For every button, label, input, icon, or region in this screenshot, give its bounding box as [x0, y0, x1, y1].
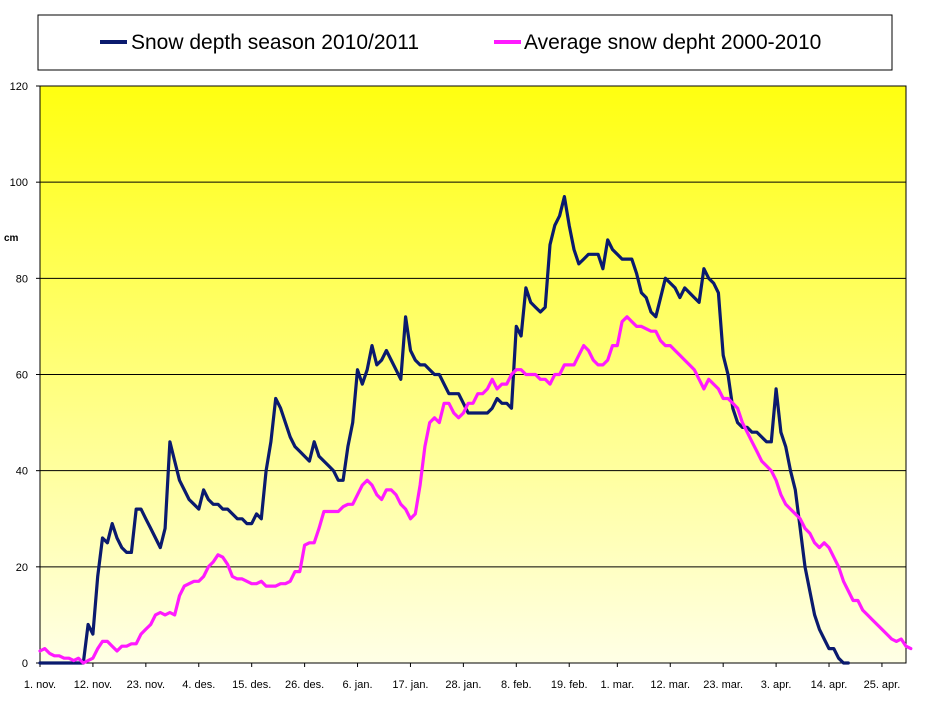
y-tick-label: 60: [16, 370, 28, 382]
y-tick-label: 20: [16, 562, 28, 574]
x-tick-label: 28. jan.: [445, 679, 481, 691]
x-tick-label: 1. mar.: [601, 679, 635, 691]
x-tick-label: 26. des.: [285, 679, 324, 691]
x-tick-label: 17. jan.: [392, 679, 428, 691]
x-tick-label: 14. apr.: [811, 679, 848, 691]
y-axis-title: cm: [4, 233, 19, 244]
x-tick-label: 4. des.: [182, 679, 215, 691]
x-axis: 1. nov. 12. nov. 23. nov. 4. des. 15. des. 26…: [24, 663, 900, 691]
x-tick-label: 3. apr.: [761, 679, 792, 691]
x-tick-label: 23. mar.: [703, 679, 743, 691]
y-tick-label: 100: [10, 177, 28, 189]
y-tick-label: 40: [16, 466, 28, 478]
x-tick-label: 15. des.: [232, 679, 271, 691]
y-tick-label: 80: [16, 273, 28, 285]
x-tick-label: 25. apr.: [864, 679, 901, 691]
gridlines: [40, 181, 906, 568]
y-tick-label: 0: [22, 658, 28, 670]
legend-label-snow-depth: Snow depth season 2010/2011: [131, 31, 419, 54]
legend-label-average: Average snow depht 2000-2010: [524, 31, 821, 54]
x-tick-label: 8. feb.: [501, 679, 532, 691]
x-tick-label: 1. nov.: [24, 679, 56, 691]
y-axis: 0 20 40 60 80 100 120: [10, 81, 40, 670]
series-line-snow-depth: [38, 195, 850, 665]
x-tick-label: 19. feb.: [551, 679, 588, 691]
x-tick-label: 6. jan.: [343, 679, 373, 691]
legend: Snow depth season 2010/2011 Average snow…: [37, 14, 893, 71]
x-tick-label: 12. mar.: [650, 679, 690, 691]
x-tick-label: 12. nov.: [74, 679, 112, 691]
y-tick-label: 120: [10, 81, 28, 93]
series-line-average: [38, 315, 913, 665]
x-tick-label: 23. nov.: [127, 679, 165, 691]
legend-box: [37, 14, 893, 71]
series-lines: [38, 195, 913, 665]
